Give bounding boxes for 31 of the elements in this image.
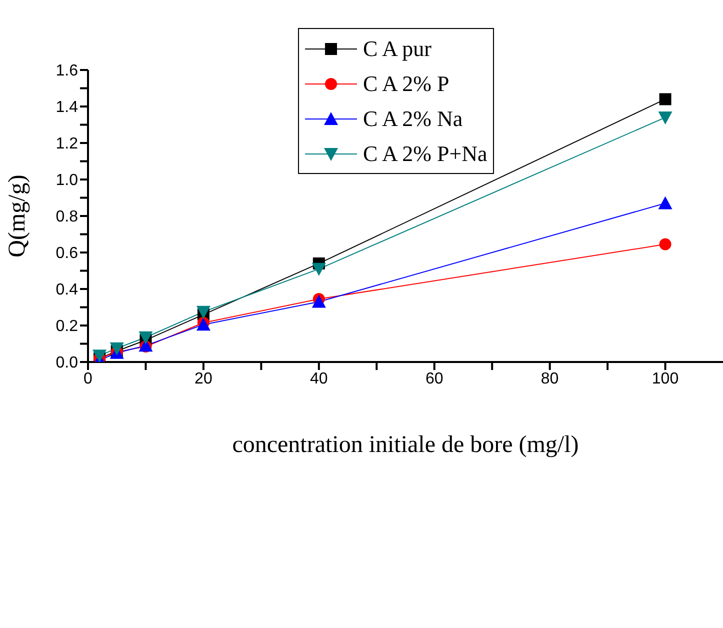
y-tick-label: 0.0: [56, 354, 78, 372]
point: [312, 262, 326, 276]
y-tick-label: 0.6: [56, 245, 78, 262]
point: [659, 238, 672, 250]
x-tick-label: 20: [194, 370, 212, 388]
legend-label: C A 2% P+Na: [363, 140, 488, 166]
x-axis-title: concentration initiale de bore (mg/l): [232, 432, 579, 458]
y-tick-label: 1.6: [56, 62, 78, 80]
legend-label: C A 2% Na: [363, 106, 463, 132]
y-tick-label: 0.2: [56, 318, 78, 336]
legend-label: C A pur: [363, 36, 432, 62]
x-tick-label: 80: [540, 370, 559, 388]
x-tick-label: 60: [425, 370, 444, 388]
point: [92, 350, 107, 362]
x-tick-label: 40: [310, 370, 328, 388]
point: [658, 196, 672, 210]
y-tick-label: 0.4: [56, 282, 78, 299]
point: [138, 331, 153, 344]
point: [659, 93, 672, 106]
y-tick-label: 1.2: [56, 136, 78, 153]
x-tick-label: 0: [84, 370, 93, 388]
point: [312, 294, 326, 308]
y-axis-title: Q(mg/g): [4, 174, 31, 258]
y-tick-label: 0.8: [56, 208, 78, 226]
point: [196, 306, 210, 319]
y-tick-label: 1.4: [56, 99, 78, 116]
legend-label: C A 2% P: [363, 70, 450, 96]
y-tick-label: 1.0: [56, 172, 78, 190]
x-tick-label: 100: [652, 370, 679, 388]
point: [110, 342, 124, 356]
point: [658, 111, 672, 124]
